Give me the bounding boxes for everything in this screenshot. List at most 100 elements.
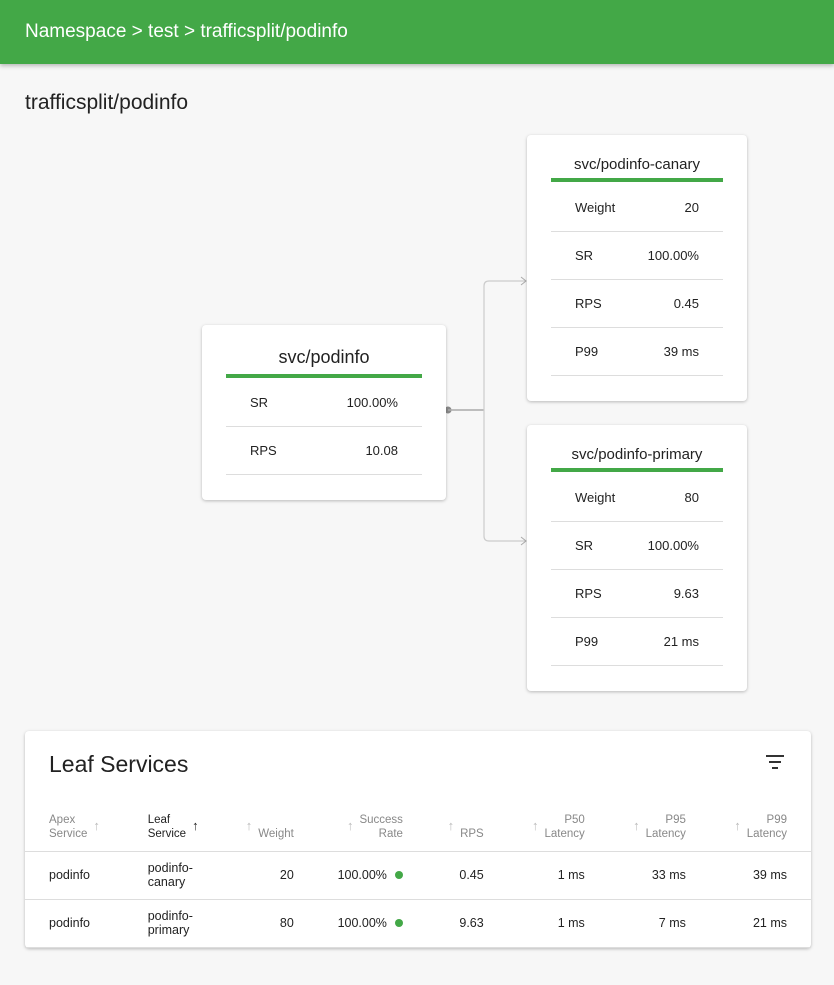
p95-cell: 7 ms [608,899,710,948]
table-row[interactable]: podinfo podinfo-canary 20 100.00% 0.45 1… [25,851,811,900]
graph-edges [444,276,527,546]
column-header-line1: P50 [564,813,585,826]
metric-row: RPS 0.45 [551,280,723,328]
status-dot-icon [394,871,403,879]
weight-cell: 80 [222,899,318,948]
column-header-line2: Weight [258,827,294,840]
column-header-line1: P99 [766,813,787,826]
column-header[interactable]: ↑ P95 Latency [608,803,710,852]
metric-label: RPS [575,586,602,601]
sort-arrow-icon[interactable]: ↑ [245,817,253,833]
sort-arrow-icon[interactable]: ↑ [633,817,640,833]
leaf-services-table-card: Leaf Services Apex Service↑ Leaf Service↑ ↑ W… [25,731,811,948]
sort-arrow-icon[interactable]: ↑ [532,817,539,833]
filter-icon[interactable] [765,755,785,773]
metric-value: 100.00% [346,395,398,410]
p99-cell: 21 ms [709,899,811,948]
metric-label: P99 [575,344,599,359]
metric-value: 9.63 [673,586,699,601]
column-header-line1: Success [359,813,403,826]
metric-row-sr: SR 100.00% [226,379,422,427]
metric-value: 39 ms [663,344,699,359]
status-dot-icon [394,919,403,927]
metric-value: 0.45 [673,296,699,311]
metric-row: P99 21 ms [551,618,723,666]
leaf-name-part: podinfo- [147,861,193,875]
edge-to-primary [483,410,526,542]
card-accent-bar [551,178,723,182]
rps-cell: 9.63 [426,899,508,948]
apex-cell: podinfo [25,899,124,948]
leaf-name-part: canary [147,875,186,889]
metric-label: SR [575,248,594,263]
p50-cell: 1 ms [507,851,609,900]
metric-row: SR 100.00% [551,232,723,280]
column-header[interactable]: ↑ RPS [426,803,508,852]
table-title: Leaf Services [49,751,189,777]
column-header-line2: Service [49,827,88,840]
metric-row: Weight 20 [551,184,723,232]
metric-value: 100.00% [647,248,699,263]
leaf-service-card[interactable]: svc/podinfo-primary Weight 80 SR 100.00% RPS… [527,425,747,691]
metric-label: SR [250,395,269,410]
card-accent-bar [551,468,723,472]
metric-label: SR [575,538,594,553]
metric-value: 21 ms [663,634,699,649]
sort-arrow-icon[interactable]: ↑ [734,817,741,833]
metric-label: RPS [250,443,277,458]
column-header[interactable]: Apex Service ↑ [25,803,124,852]
sort-arrow-icon[interactable]: ↑ [192,817,199,833]
column-header[interactable]: Leaf Service ↑ [123,803,223,852]
edge-to-canary [483,280,526,410]
breadcrumb[interactable]: Namespace > test > trafficsplit/podinfo [25,21,348,42]
card-title: svc/podinfo-primary [571,446,703,463]
success-rate-value: 100.00% [337,868,387,882]
leaf-cell[interactable]: podinfo-canary [123,851,223,900]
metric-row: P99 39 ms [551,328,723,376]
metric-row: SR 100.00% [551,522,723,570]
metric-row: RPS 9.63 [551,570,723,618]
metric-value: 10.08 [365,443,398,458]
sort-arrow-icon[interactable]: ↑ [93,817,100,833]
metric-label: P99 [575,634,599,649]
leaf-name-part: podinfo- [147,909,193,923]
metric-value: 80 [684,490,699,505]
metric-label: Weight [575,200,616,215]
apex-service-card[interactable]: svc/podinfo SR 100.00% RPS 10.08 [202,325,446,500]
success-rate-value: 100.00% [337,916,387,930]
leaf-services-table: Apex Service↑ Leaf Service↑ ↑ Weight ↑ Success R… [25,803,811,948]
leaf-name-part: primary [147,923,190,937]
sort-arrow-icon[interactable]: ↑ [447,817,455,833]
column-header[interactable]: ↑ P99 Latency [709,803,811,852]
p50-cell: 1 ms [507,899,609,948]
success-rate-cell: 100.00% [317,899,427,948]
metric-row: Weight 80 [551,474,723,522]
metric-value: 20 [684,200,699,215]
arrow-icon [520,536,527,546]
column-header-line2: Latency [645,827,686,840]
arrow-icon [520,276,527,286]
leaf-service-card[interactable]: svc/podinfo-canary Weight 20 SR 100.00% RPS 0… [527,135,747,401]
p95-cell: 33 ms [608,851,710,900]
page-title: trafficsplit/podinfo [25,91,189,114]
metric-label: RPS [575,296,602,311]
success-rate-cell: 100.00% [317,851,427,900]
rps-cell: 0.45 [426,851,508,900]
column-header[interactable]: ↑ P50 Latency [507,803,609,852]
metric-row-rps: RPS 10.08 [226,427,422,475]
leaf-cell[interactable]: podinfo-primary [123,899,223,948]
card-title: svc/podinfo-canary [574,156,700,173]
column-header[interactable]: ↑ Weight [222,803,318,852]
column-header-line1: Leaf [147,813,171,826]
weight-cell: 20 [222,851,318,900]
column-header-line1: P95 [665,813,686,826]
column-header-line2: Latency [746,827,787,840]
column-header-line2: RPS [460,827,484,840]
column-header-line1: Apex [49,813,76,826]
metric-label: Weight [575,490,616,505]
apex-cell: podinfo [25,851,124,900]
table-row[interactable]: podinfo podinfo-primary 80 100.00% 9.63 … [25,899,811,948]
column-header[interactable]: ↑ Success Rate [317,803,427,852]
p99-cell: 39 ms [709,851,811,900]
sort-arrow-icon[interactable]: ↑ [346,817,354,833]
